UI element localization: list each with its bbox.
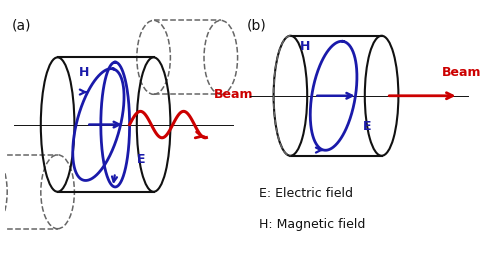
Text: H: H <box>300 40 310 53</box>
Text: (a): (a) <box>12 19 32 33</box>
Text: H: Magnetic field: H: Magnetic field <box>259 218 366 231</box>
Text: Beam: Beam <box>214 88 253 101</box>
Text: E: E <box>363 120 372 133</box>
Text: (b): (b) <box>247 19 267 33</box>
Text: E: Electric field: E: Electric field <box>259 187 353 200</box>
Text: H: H <box>79 66 89 79</box>
Text: Beam: Beam <box>442 66 480 79</box>
Text: E: E <box>137 153 146 166</box>
